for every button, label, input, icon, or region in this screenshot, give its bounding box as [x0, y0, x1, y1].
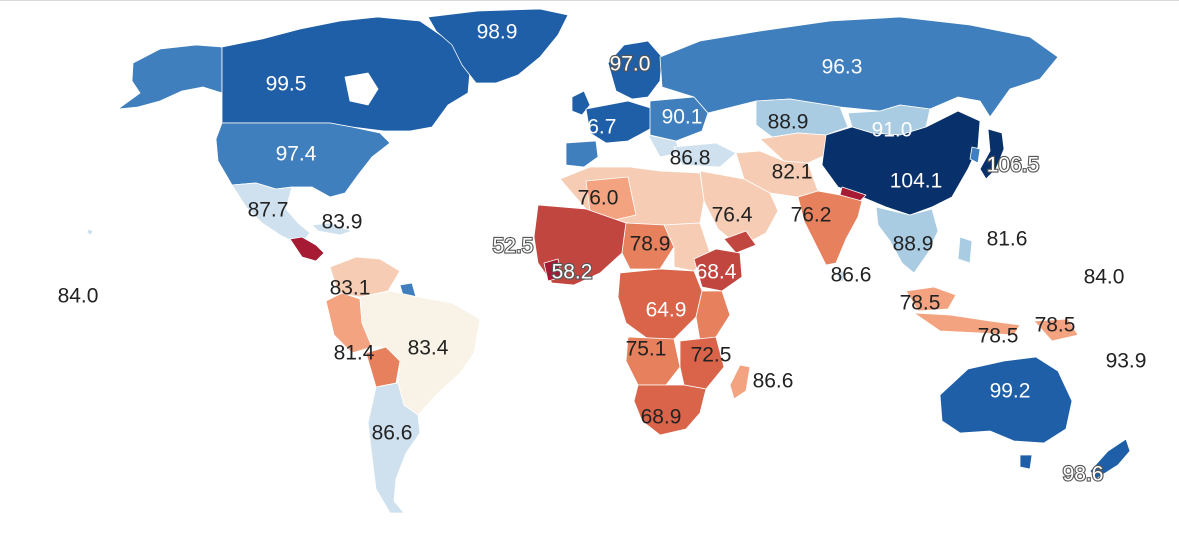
value-label-china: 104.1: [890, 170, 943, 193]
region-india[interactable]: [797, 190, 863, 266]
value-label-caribbean: 83.9: [322, 211, 363, 234]
value-label-finland: 97.0: [610, 53, 651, 76]
region-png[interactable]: [1033, 318, 1079, 342]
region-sri-lanka[interactable]: [837, 270, 845, 282]
region-central-america[interactable]: [289, 236, 325, 262]
region-scandinavia[interactable]: [607, 40, 663, 100]
value-label-japan: 106.5: [987, 154, 1040, 177]
region-korea[interactable]: [969, 146, 981, 164]
value-label-mongolia: 91.0: [872, 119, 913, 142]
value-label-hawaii: 84.0: [58, 285, 99, 308]
value-label-mexico: 87.7: [248, 199, 289, 222]
value-label-canada: 99.5: [266, 73, 307, 96]
value-label-colombia: 83.1: [330, 277, 371, 300]
region-western-europe[interactable]: [585, 100, 655, 144]
map-regions: [86, 8, 1131, 514]
value-label-eastern-europe: 90.1: [662, 106, 703, 129]
region-malaysia[interactable]: [905, 286, 957, 312]
region-yemen[interactable]: [723, 230, 757, 254]
region-iberia[interactable]: [565, 140, 599, 168]
region-indonesia[interactable]: [913, 312, 1021, 336]
region-russia[interactable]: [659, 16, 1059, 118]
value-label-ethiopia: 68.4: [696, 261, 737, 284]
value-label-south-africa: 68.9: [641, 406, 682, 429]
value-label-western-europe: 96.7: [576, 116, 617, 139]
region-brazil[interactable]: [359, 290, 481, 416]
region-bolivia[interactable]: [365, 346, 401, 388]
value-label-turkey: 86.8: [670, 147, 711, 170]
map-labels: 98.9 99.5 97.4 87.7 83.9 84.0 83.1 81.4 83.4 86.6…: [58, 21, 1147, 487]
region-se-asia[interactable]: [875, 206, 939, 274]
region-algeria[interactable]: [585, 176, 637, 222]
region-argentina[interactable]: [367, 382, 421, 514]
value-label-west-africa: 58.2: [552, 261, 593, 284]
value-label-argentina: 86.6: [372, 422, 413, 445]
region-canada[interactable]: [221, 16, 471, 132]
region-ethiopia[interactable]: [693, 248, 743, 292]
region-southern-africa[interactable]: [633, 384, 707, 436]
value-label-peru: 81.4: [334, 342, 375, 365]
value-label-australia: 99.2: [990, 380, 1031, 403]
region-arabia[interactable]: [699, 170, 779, 248]
region-australia[interactable]: [939, 356, 1073, 444]
value-label-congo: 64.9: [646, 299, 687, 322]
value-label-sri-lanka: 86.6: [831, 264, 872, 287]
region-east-africa[interactable]: [695, 290, 731, 342]
region-philippines[interactable]: [957, 236, 973, 264]
region-usa[interactable]: [215, 122, 391, 198]
value-label-angola: 75.1: [626, 338, 667, 361]
region-tasmania[interactable]: [1019, 454, 1033, 470]
value-label-greenland: 98.9: [477, 21, 518, 44]
region-new-zealand[interactable]: [1089, 438, 1131, 480]
value-label-brazil: 83.4: [408, 337, 449, 360]
value-label-kazakhstan: 88.9: [768, 111, 809, 134]
region-madagascar[interactable]: [729, 364, 751, 400]
region-alaska[interactable]: [117, 44, 223, 110]
region-cuba[interactable]: [311, 222, 353, 236]
value-label-new-zealand: 98.6: [1063, 463, 1104, 486]
region-hudson-bay: [344, 72, 379, 106]
value-label-madagascar: 86.6: [753, 370, 794, 393]
value-label-malaysia: 78.5: [900, 292, 941, 315]
value-label-arabia: 76.4: [712, 204, 753, 227]
value-label-se-asia: 88.9: [893, 233, 934, 256]
value-label-indonesia: 78.5: [978, 325, 1019, 348]
value-label-usa: 97.4: [276, 143, 317, 166]
value-label-russia: 96.3: [822, 56, 863, 79]
region-greenland[interactable]: [427, 8, 569, 84]
value-label-chad: 78.9: [630, 233, 671, 256]
value-label-micronesia: 84.0: [1084, 266, 1125, 289]
value-label-tanzania: 72.5: [691, 344, 732, 367]
value-label-algeria: 76.0: [578, 187, 619, 210]
region-japan[interactable]: [979, 128, 1005, 180]
value-label-png: 78.5: [1035, 314, 1076, 337]
value-label-west-africa-coast: 52.5: [493, 235, 534, 258]
value-label-solomon: 93.9: [1106, 350, 1147, 373]
value-label-iran: 82.1: [772, 161, 813, 184]
region-hawaii[interactable]: [86, 228, 94, 236]
region-sierra-leone[interactable]: [543, 258, 563, 282]
region-mexico[interactable]: [231, 182, 311, 246]
region-congo[interactable]: [617, 268, 703, 340]
region-turkey[interactable]: [673, 142, 737, 168]
value-label-india: 76.2: [791, 204, 832, 227]
value-label-philippines: 81.6: [987, 228, 1028, 251]
